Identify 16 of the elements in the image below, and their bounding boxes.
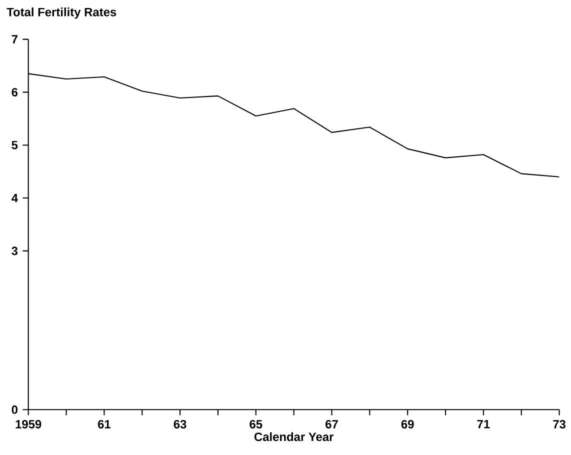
x-tick-label: 71 <box>477 420 490 428</box>
y-tick-label: 4 <box>12 194 18 202</box>
x-tick-label: 73 <box>553 420 566 428</box>
y-tick-label: 0 <box>12 405 18 414</box>
x-tick-label: 69 <box>401 420 414 428</box>
x-tick-label: 61 <box>98 420 111 428</box>
x-tick-label: 65 <box>250 420 262 428</box>
y-tick-label: 5 <box>12 140 18 150</box>
y-tick-label: 6 <box>12 88 18 96</box>
y-tick-label: 3 <box>12 246 18 256</box>
chart-title: Total Fertility Rates <box>6 8 116 19</box>
x-tick-label: 67 <box>326 420 338 428</box>
x-tick-label: 63 <box>174 420 186 428</box>
x-axis-title: Calendar Year <box>254 432 334 442</box>
y-tick-label: 7 <box>12 35 18 44</box>
x-tick-label: 1959 <box>16 420 42 428</box>
